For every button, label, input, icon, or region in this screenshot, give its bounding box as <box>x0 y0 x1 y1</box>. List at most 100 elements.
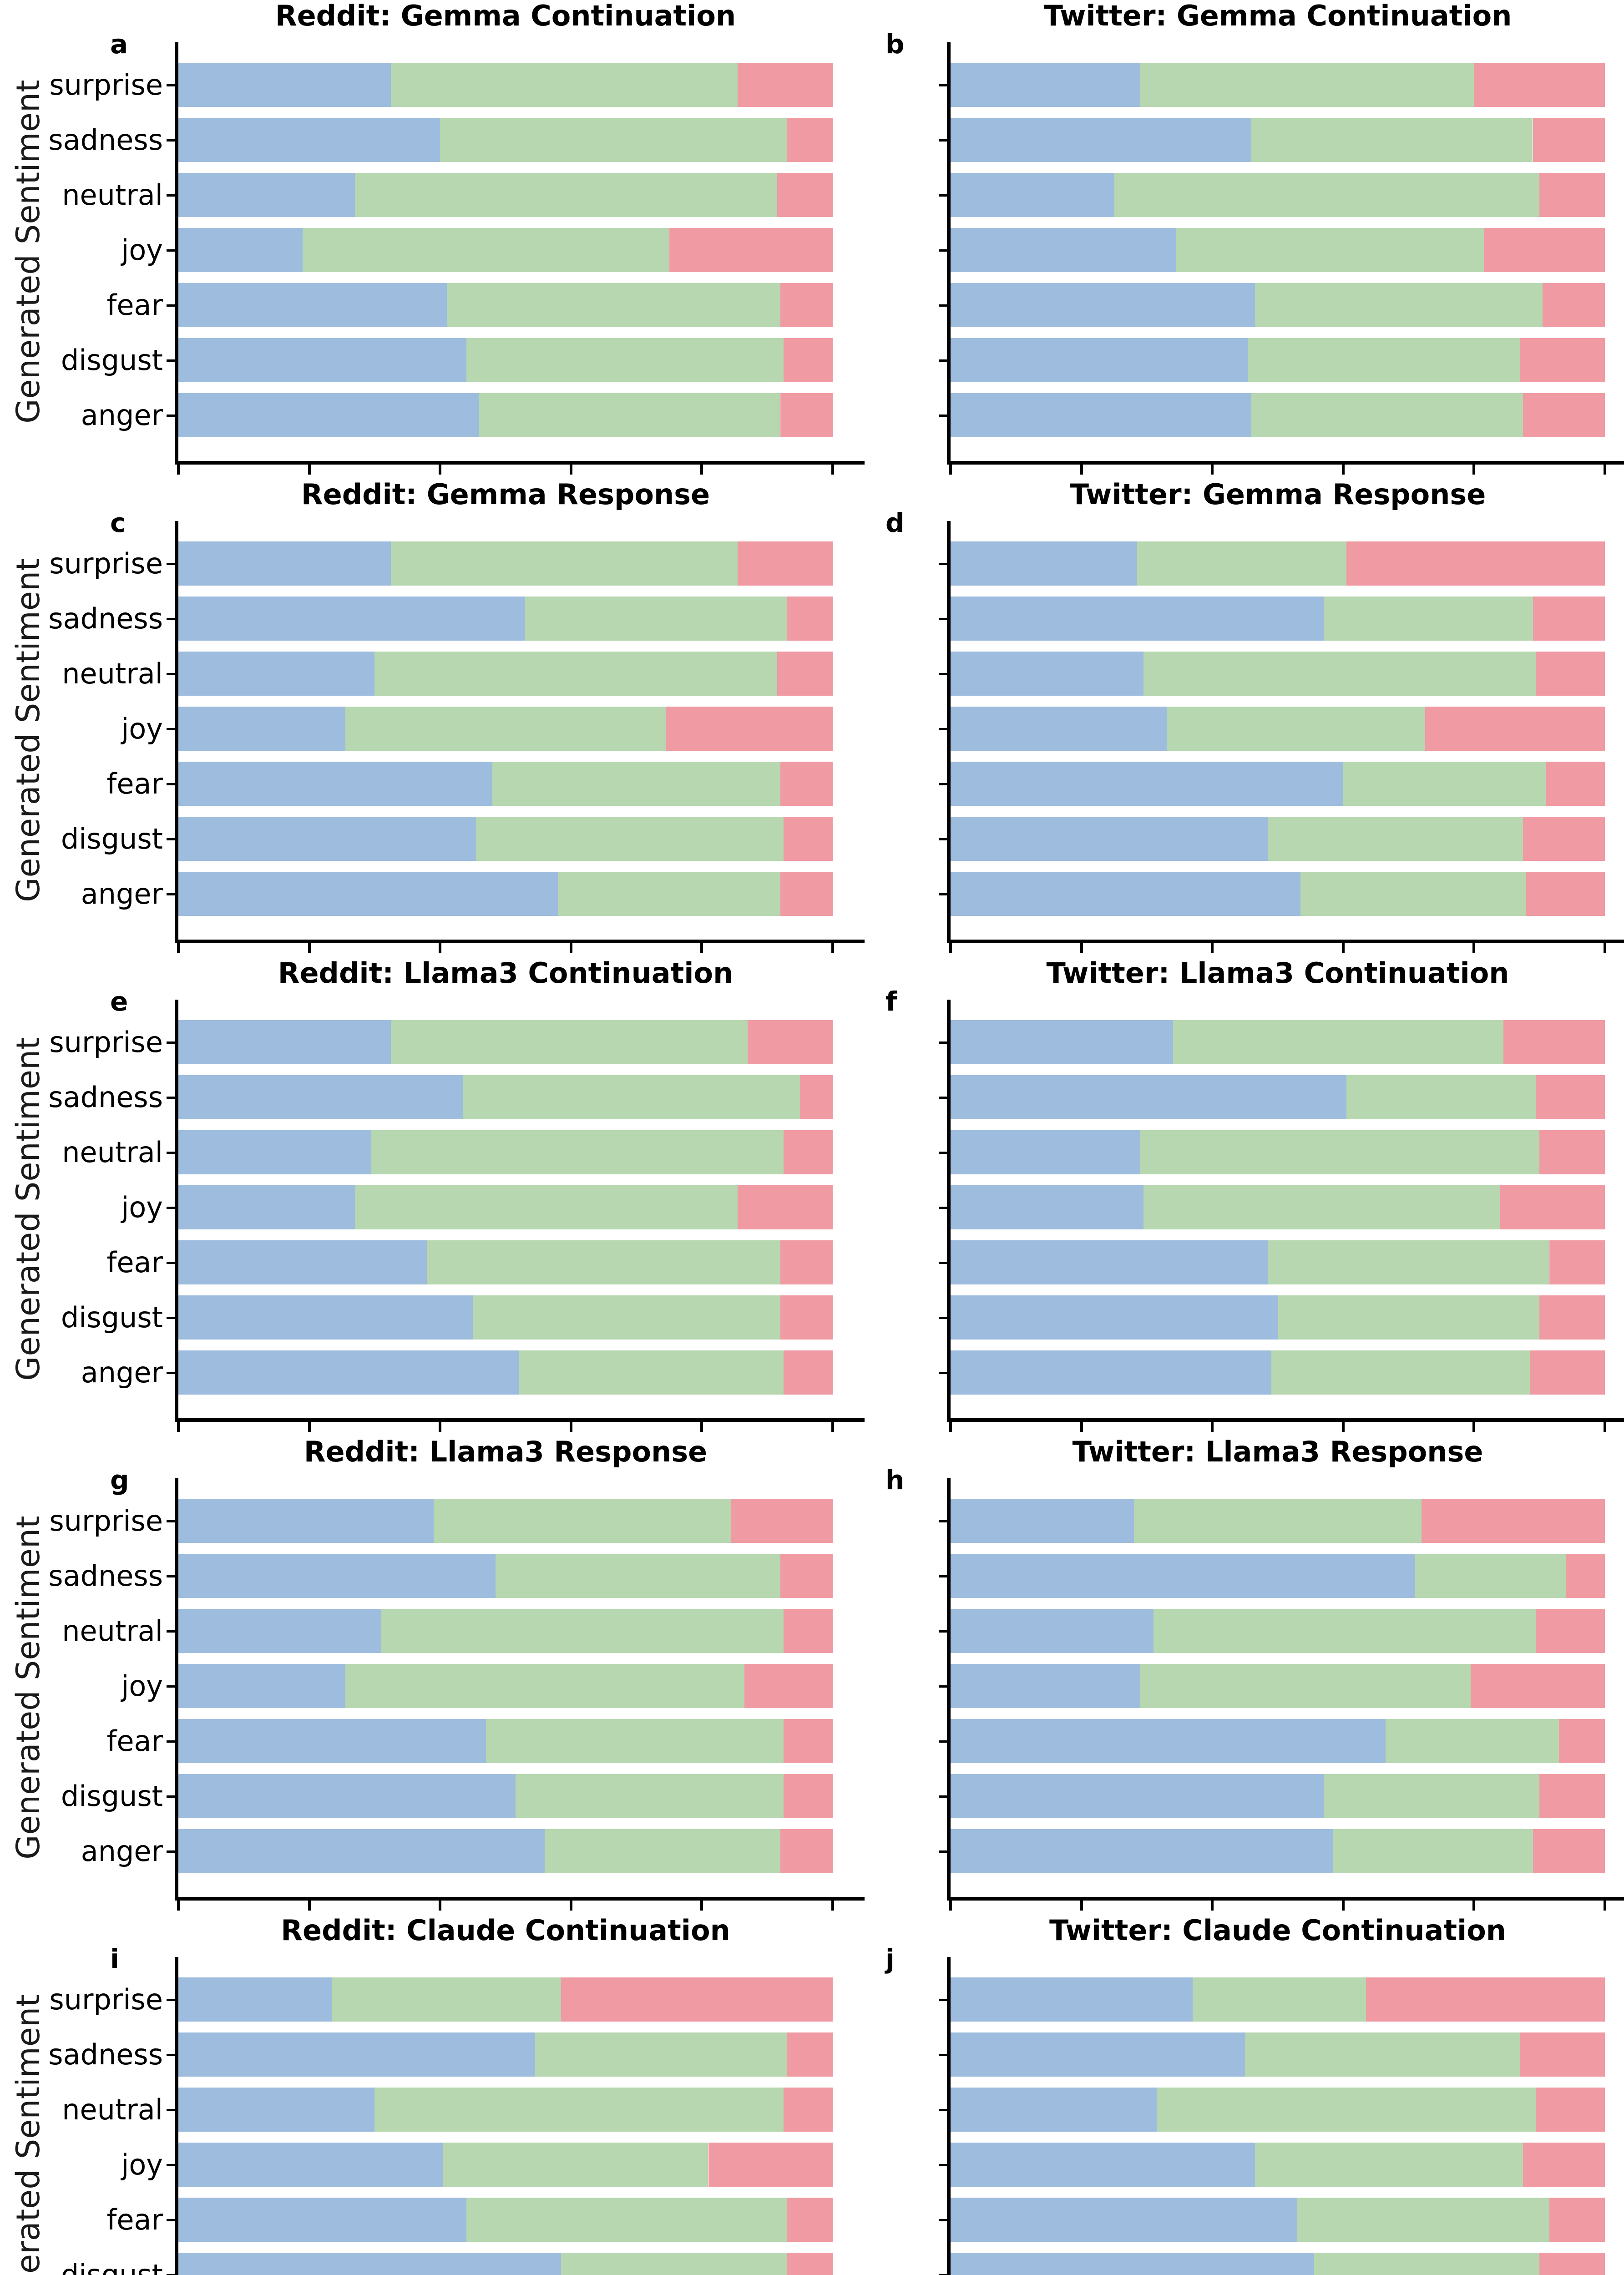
bar-segment-sadness-green <box>496 1554 780 1598</box>
bar-segment-disgust-green <box>473 1295 780 1340</box>
y-tick <box>939 1520 947 1522</box>
bar-segment-disgust-green <box>516 1774 784 1818</box>
bar-segment-fear-blue <box>178 283 447 327</box>
bar-segment-fear-red <box>787 2198 833 2242</box>
bar-segment-joy-green <box>1143 1185 1500 1229</box>
y-tick <box>939 1041 947 1044</box>
bar-segment-anger-blue <box>178 1829 545 1873</box>
y-tick <box>167 563 175 565</box>
bar-segment-surprise-green <box>1137 541 1346 586</box>
bar-segment-surprise-green <box>391 1020 748 1064</box>
ytick-label-surprise: surprise <box>49 68 163 101</box>
bar-segment-sadness-blue <box>178 2032 535 2077</box>
bar-segment-joy-red <box>1523 2143 1605 2187</box>
bar-segment-anger-red <box>1526 872 1605 916</box>
bar-segment-surprise-red <box>1474 63 1605 107</box>
ytick-label-sadness: sadness <box>48 602 163 635</box>
bar-segment-sadness-green <box>1324 597 1533 641</box>
bar-segment-joy-red <box>738 1185 833 1229</box>
y-axis-spine <box>175 1957 178 2275</box>
panel-g: Reddit: Llama3 Response g Generated Sentim… <box>10 1436 865 1911</box>
bar-segment-joy-red <box>1484 228 1605 272</box>
bar-segment-joy-red <box>708 2143 833 2187</box>
bar-segment-sadness-blue <box>178 597 525 641</box>
bar-segment-joy-blue <box>178 1664 345 1708</box>
bar-segment-joy-green <box>1255 2143 1523 2187</box>
y-tick <box>167 783 175 785</box>
bar-segment-joy-red <box>744 1664 833 1708</box>
bar-segment-neutral-red <box>1536 652 1605 696</box>
ytick-label-surprise: surprise <box>49 1983 163 2016</box>
y-tick <box>167 2054 175 2056</box>
bar-segment-fear-blue <box>178 2198 466 2242</box>
y-tick <box>939 618 947 620</box>
bar-segment-fear-red <box>1546 762 1605 806</box>
bar-segment-neutral-green <box>355 173 777 217</box>
bar-segment-joy-red <box>1471 1664 1605 1708</box>
y-tick <box>167 2219 175 2221</box>
bar-segment-fear-green <box>1255 283 1543 327</box>
x-tick <box>1342 1422 1345 1432</box>
panel-letter: d <box>885 507 905 538</box>
bar-segment-sadness-red <box>787 597 833 641</box>
bar-segment-neutral-red <box>1539 173 1605 217</box>
y-tick <box>939 249 947 252</box>
y-tick <box>939 194 947 197</box>
bar-segment-joy-blue <box>178 1185 355 1229</box>
y-tick <box>167 304 175 307</box>
y-tick <box>167 2164 175 2166</box>
bar-segment-joy-green <box>345 1664 744 1708</box>
bar-segment-surprise-blue <box>178 1020 391 1064</box>
bar-segment-disgust-blue <box>951 2253 1314 2275</box>
y-tick <box>939 2054 947 2056</box>
bar-segment-joy-red <box>1500 1185 1605 1229</box>
bar-segment-anger-red <box>780 393 833 437</box>
bar-segment-neutral-red <box>1536 2088 1605 2132</box>
bar-segment-anger-green <box>1271 1350 1530 1395</box>
bar-segment-anger-blue <box>178 872 558 916</box>
x-axis-spine <box>947 1897 1624 1901</box>
ytick-label-surprise: surprise <box>49 1504 163 1537</box>
panel-d: Twitter: Gemma Response d <box>885 479 1624 953</box>
ytick-label-anger: anger <box>81 399 163 432</box>
bar-segment-disgust-green <box>1268 817 1523 861</box>
x-axis-spine <box>175 1418 865 1422</box>
panel-title: Twitter: Gemma Response <box>1069 478 1486 511</box>
panel-letter: c <box>110 507 126 538</box>
bar-segment-disgust-red <box>1539 1295 1605 1340</box>
ytick-label-anger: anger <box>81 877 163 910</box>
ytick-label-sadness: sadness <box>48 123 163 157</box>
ytick-label-anger: anger <box>81 1835 163 1868</box>
bar-segment-anger-green <box>558 872 780 916</box>
bar-segment-surprise-red <box>748 1020 833 1064</box>
bar-segment-surprise-red <box>1366 1977 1605 2022</box>
x-tick <box>570 943 572 953</box>
bar-segment-anger-blue <box>178 393 479 437</box>
y-tick <box>939 1740 947 1743</box>
panel-i: Reddit: Claude Continuation i Generated Se… <box>10 1915 865 2275</box>
bar-segment-neutral-red <box>1539 1130 1605 1174</box>
panel-letter: f <box>885 986 897 1017</box>
bar-segment-neutral-green <box>371 1130 784 1174</box>
bar-segment-joy-red <box>666 707 833 751</box>
bar-segment-anger-green <box>545 1829 780 1873</box>
y-axis-spine <box>947 1478 951 1901</box>
ytick-label-joy: joy <box>121 233 163 267</box>
bar-segment-sadness-blue <box>178 1075 463 1119</box>
bar-segment-neutral-green <box>1143 652 1536 696</box>
bar-segment-joy-green <box>443 2143 708 2187</box>
y-tick <box>939 84 947 86</box>
bar-segment-neutral-green <box>1153 1609 1536 1653</box>
bar-segment-anger-red <box>1533 1829 1605 1873</box>
y-tick <box>939 728 947 730</box>
bar-segment-fear-red <box>780 762 833 806</box>
y-tick <box>939 1097 947 1099</box>
x-axis-spine <box>947 1418 1624 1422</box>
bar-segment-surprise-red <box>738 63 833 107</box>
y-tick <box>939 2164 947 2166</box>
bar-segment-neutral-red <box>1536 1609 1605 1653</box>
x-tick <box>1080 1422 1083 1432</box>
y-tick <box>167 893 175 895</box>
bar-segment-fear-blue <box>951 2198 1297 2242</box>
bar-segment-sadness-red <box>1566 1554 1605 1598</box>
